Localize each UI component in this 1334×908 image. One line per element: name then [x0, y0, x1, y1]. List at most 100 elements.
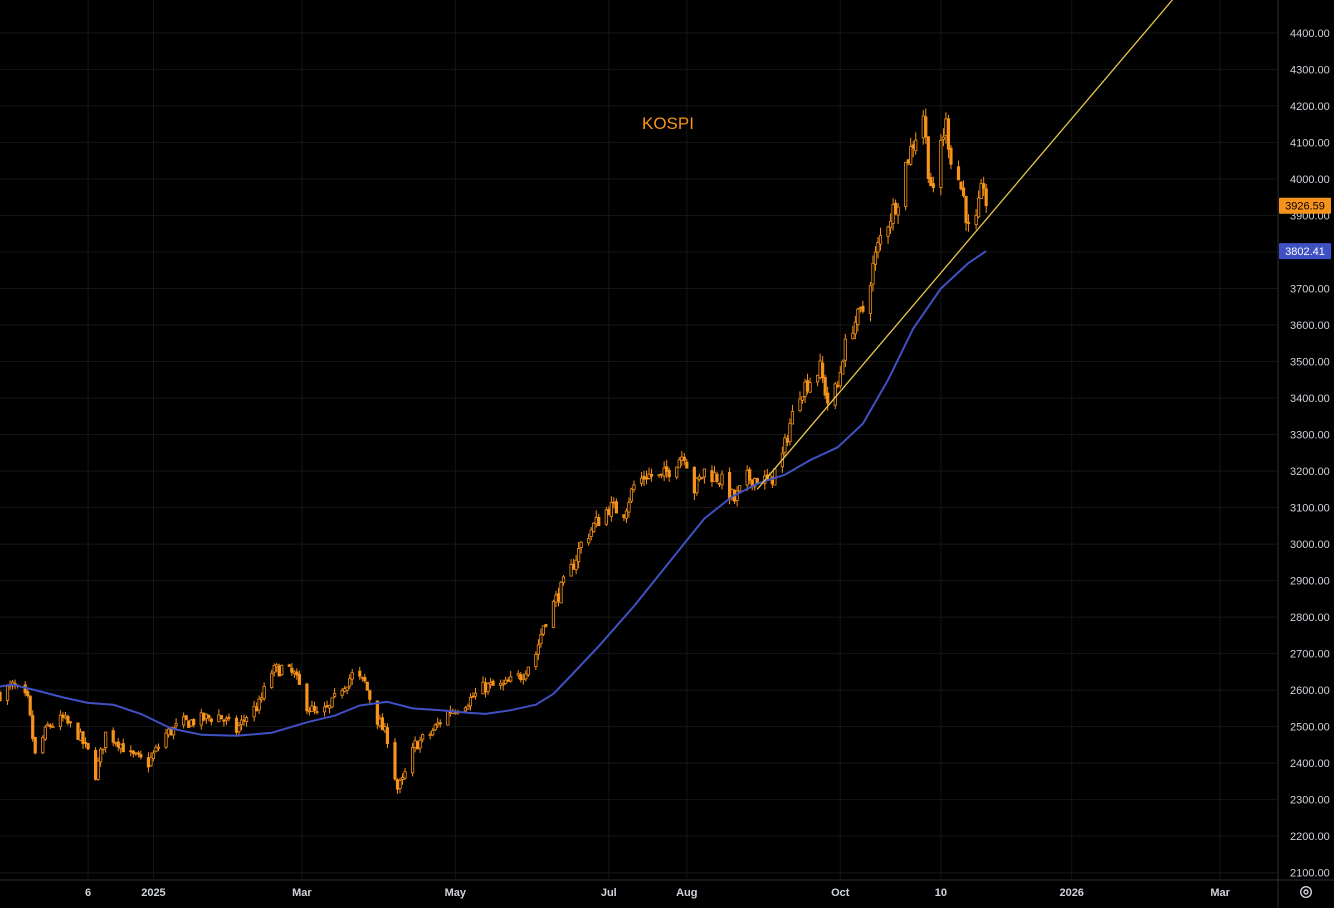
x-tick-label: Aug	[676, 887, 697, 899]
candle-body	[964, 195, 968, 224]
candle-body	[536, 644, 540, 655]
candle-body	[81, 731, 85, 745]
candle-body	[541, 625, 546, 635]
candle-body	[129, 750, 133, 753]
candle-body	[345, 686, 349, 691]
candle-body	[78, 731, 83, 741]
candle-body	[914, 139, 918, 152]
candle-body	[5, 685, 10, 701]
candle-body	[310, 705, 314, 713]
y-tick-label: 2900.00	[1290, 576, 1330, 588]
x-tick-label: 10	[935, 887, 947, 899]
candle-body	[151, 752, 156, 759]
candle-body	[556, 593, 561, 602]
candle-body	[413, 740, 417, 749]
candle-body	[217, 714, 221, 723]
candle-body	[101, 748, 105, 751]
candle-body	[891, 203, 895, 224]
candle-body	[680, 456, 684, 461]
candle-body	[886, 226, 890, 237]
candle-body	[984, 188, 988, 207]
candle-body	[468, 697, 473, 707]
candle-body	[164, 732, 168, 748]
trendline-segment	[756, 0, 1173, 490]
candle-body	[561, 576, 566, 583]
candle-body	[139, 754, 143, 758]
gear-icon	[1299, 885, 1313, 899]
candle-body	[96, 760, 100, 780]
candle-body	[86, 743, 90, 750]
candle-body	[116, 741, 120, 748]
candle-body	[23, 684, 27, 694]
candle-body	[526, 666, 530, 676]
trendline[interactable]	[756, 0, 1173, 490]
candle-body	[119, 743, 123, 749]
candle-body	[491, 680, 495, 686]
candle-body	[559, 581, 563, 604]
candle-body	[579, 541, 583, 548]
candle-body	[609, 502, 613, 517]
candle-body	[187, 720, 191, 728]
candle-body	[589, 529, 593, 537]
candle-body	[642, 475, 646, 480]
candle-body	[277, 665, 281, 677]
y-tick-label: 4000.00	[1290, 174, 1330, 186]
candle-body	[843, 338, 847, 361]
x-tick-label: Mar	[1210, 887, 1230, 899]
candle-body	[644, 476, 649, 480]
candle-body	[627, 502, 631, 513]
candle-body	[192, 719, 196, 726]
candle-body	[257, 698, 261, 711]
candle-body	[896, 206, 900, 216]
candle-body	[26, 691, 30, 696]
candle-body	[365, 681, 369, 691]
candle-body	[715, 473, 719, 482]
candle-body	[697, 476, 701, 480]
candle-body	[315, 711, 319, 714]
x-tick-label: Mar	[292, 887, 312, 899]
candle-body	[348, 678, 352, 687]
candle-body	[481, 681, 485, 695]
candle-body	[836, 385, 840, 388]
candle-body	[665, 466, 669, 472]
candle-body	[262, 686, 266, 699]
candle-body	[418, 739, 422, 749]
candle-body	[0, 691, 2, 701]
candle-body	[574, 559, 578, 570]
candle-body	[385, 727, 390, 745]
candle-body	[111, 730, 115, 743]
y-tick-label: 2800.00	[1290, 612, 1330, 624]
candle-body	[748, 469, 752, 481]
candle-body	[622, 514, 626, 518]
candle-body	[941, 136, 946, 140]
candle-body	[363, 677, 367, 682]
candle-body	[199, 712, 203, 726]
candle-body	[798, 398, 802, 412]
x-tick-label: Oct	[831, 887, 850, 899]
candle-body	[466, 705, 470, 710]
y-tick-label: 2500.00	[1290, 722, 1330, 734]
y-tick-label: 3700.00	[1290, 283, 1330, 295]
y-tick-label: 3200.00	[1290, 466, 1330, 478]
candle-body	[398, 780, 402, 790]
settings-gear-icon[interactable]	[1295, 882, 1317, 902]
candle-body	[58, 714, 62, 727]
candle-body	[592, 522, 596, 533]
candle-body	[149, 756, 153, 767]
candle-body	[909, 146, 913, 165]
candle-body	[926, 136, 930, 179]
x-tick-label: 2025	[141, 887, 165, 899]
candle-body	[350, 672, 354, 680]
candle-body	[888, 220, 893, 229]
candle-body	[93, 750, 98, 780]
candle-body	[237, 725, 241, 732]
candle-body	[227, 716, 231, 719]
candle-body	[629, 488, 634, 502]
candle-body	[597, 517, 601, 527]
candle-body	[649, 474, 654, 477]
candle-body	[156, 746, 161, 749]
candle-body	[544, 624, 548, 627]
candle-body	[166, 728, 171, 736]
